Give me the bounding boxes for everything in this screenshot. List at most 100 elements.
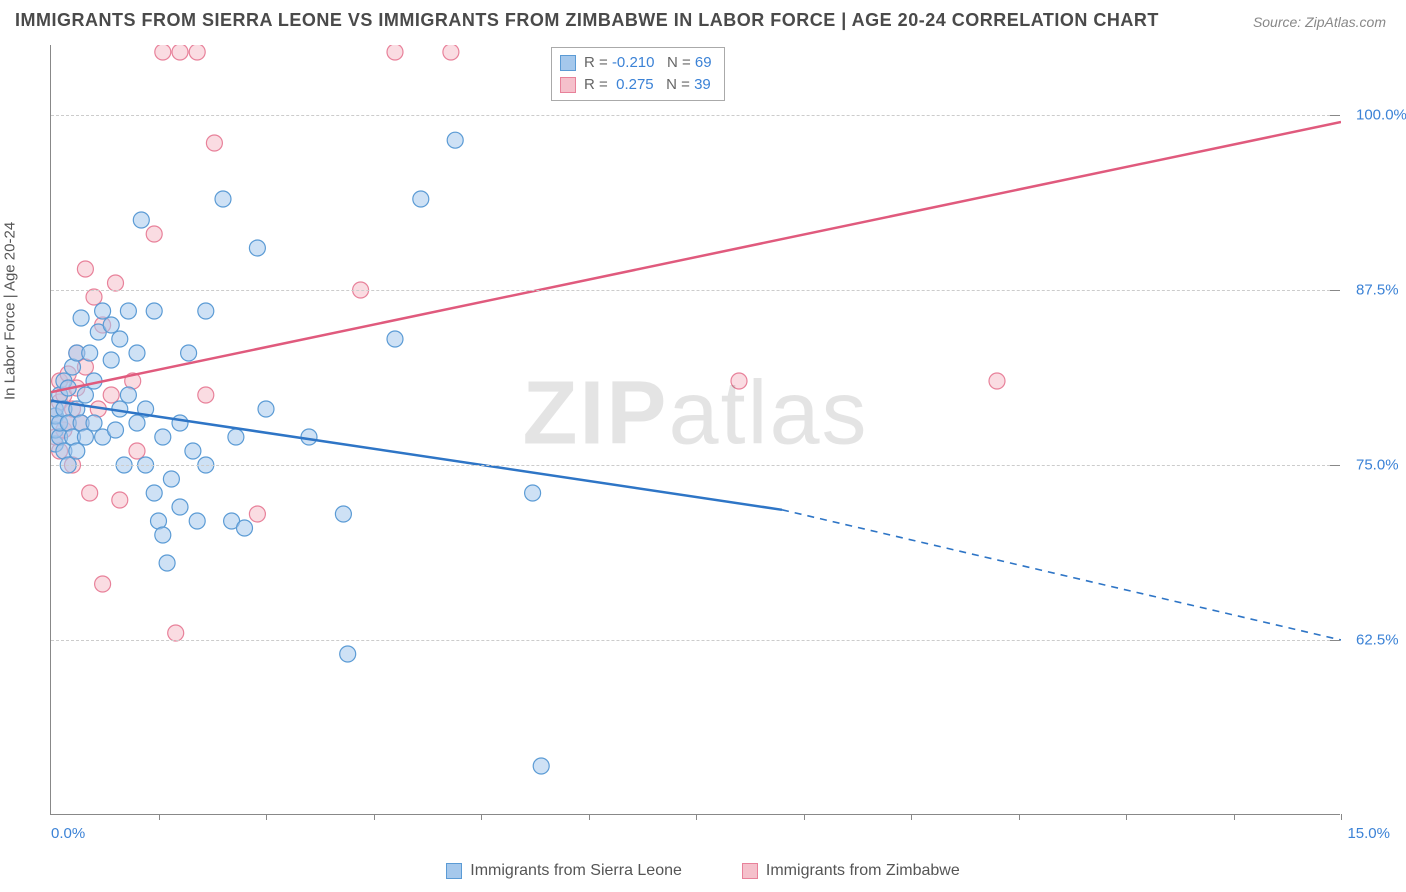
y-axis-label: In Labor Force | Age 20-24 (2, 222, 19, 400)
scatter-point (989, 373, 1005, 389)
scatter-point (95, 576, 111, 592)
scatter-point (77, 261, 93, 277)
legend-label: Immigrants from Zimbabwe (766, 862, 960, 880)
scatter-point (533, 758, 549, 774)
scatter-point (129, 443, 145, 459)
x-tick (1341, 814, 1342, 820)
legend-item: Immigrants from Sierra Leone (446, 862, 682, 880)
x-tick (374, 814, 375, 820)
scatter-point (69, 443, 85, 459)
x-tick (1019, 814, 1020, 820)
legend-row: R = 0.275 N = 39 (560, 74, 712, 96)
x-tick (589, 814, 590, 820)
x-tick (696, 814, 697, 820)
scatter-point (198, 387, 214, 403)
scatter-point (387, 45, 403, 60)
scatter-point (185, 443, 201, 459)
y-tick-label: 75.0% (1356, 457, 1399, 474)
scatter-point (103, 317, 119, 333)
scatter-point (413, 191, 429, 207)
scatter-point (340, 646, 356, 662)
scatter-point (82, 485, 98, 501)
scatter-point (155, 45, 171, 60)
source-attribution: Source: ZipAtlas.com (1253, 14, 1386, 30)
legend-row: R = -0.210 N = 69 (560, 52, 712, 74)
scatter-point (86, 415, 102, 431)
scatter-point (189, 513, 205, 529)
scatter-point (129, 415, 145, 431)
x-tick (1234, 814, 1235, 820)
regression-line-pink (51, 122, 1341, 392)
scatter-point (155, 429, 171, 445)
x-tick-label: 15.0% (1347, 825, 1390, 842)
scatter-point (103, 352, 119, 368)
scatter-point (181, 345, 197, 361)
y-tick-label: 87.5% (1356, 282, 1399, 299)
legend-swatch (446, 863, 462, 879)
scatter-point (82, 345, 98, 361)
scatter-point (301, 429, 317, 445)
chart-title: IMMIGRANTS FROM SIERRA LEONE VS IMMIGRAN… (15, 10, 1159, 31)
scatter-point (228, 429, 244, 445)
scatter-point (146, 226, 162, 242)
scatter-point (120, 387, 136, 403)
scatter-point (120, 303, 136, 319)
scatter-point (108, 275, 124, 291)
scatter-point (335, 506, 351, 522)
scatter-point (172, 499, 188, 515)
scatter-point (731, 373, 747, 389)
scatter-point (146, 303, 162, 319)
scatter-point (95, 303, 111, 319)
x-tick (1126, 814, 1127, 820)
scatter-point (73, 310, 89, 326)
scatter-point (198, 303, 214, 319)
scatter-point (86, 289, 102, 305)
scatter-point (447, 132, 463, 148)
scatter-point (172, 45, 188, 60)
scatter-point (215, 191, 231, 207)
scatter-point (146, 485, 162, 501)
gridline (51, 640, 1340, 641)
scatter-point (155, 527, 171, 543)
gridline (51, 290, 1340, 291)
scatter-point (249, 506, 265, 522)
scatter-point (168, 625, 184, 641)
chart-plot-area: R = -0.210 N = 69R = 0.275 N = 39 ZIPatl… (50, 45, 1340, 815)
y-tick-label: 62.5% (1356, 632, 1399, 649)
legend-swatch (742, 863, 758, 879)
x-tick (266, 814, 267, 820)
scatter-point (163, 471, 179, 487)
legend-swatch (560, 55, 576, 71)
y-tick-label: 100.0% (1356, 107, 1406, 124)
gridline (51, 115, 1340, 116)
scatter-point (525, 485, 541, 501)
scatter-point (112, 492, 128, 508)
x-tick (911, 814, 912, 820)
scatter-point (258, 401, 274, 417)
scatter-point (159, 555, 175, 571)
scatter-point (129, 345, 145, 361)
scatter-point (206, 135, 222, 151)
x-tick (481, 814, 482, 820)
x-tick (159, 814, 160, 820)
scatter-point (387, 331, 403, 347)
legend-swatch (560, 77, 576, 93)
legend-item: Immigrants from Zimbabwe (742, 862, 960, 880)
x-tick-label: 0.0% (51, 825, 85, 842)
series-legend: Immigrants from Sierra Leone Immigrants f… (0, 862, 1406, 884)
scatter-point (77, 387, 93, 403)
scatter-point (77, 429, 93, 445)
scatter-point (108, 422, 124, 438)
scatter-point (133, 212, 149, 228)
scatter-point (443, 45, 459, 60)
legend-label: Immigrants from Sierra Leone (470, 862, 682, 880)
scatter-point (112, 331, 128, 347)
regression-line-blue-ext (782, 510, 1341, 640)
scatter-point (172, 415, 188, 431)
x-tick (804, 814, 805, 820)
correlation-legend: R = -0.210 N = 69R = 0.275 N = 39 (551, 47, 725, 101)
scatter-point (189, 45, 205, 60)
scatter-point (249, 240, 265, 256)
gridline (51, 465, 1340, 466)
scatter-point (103, 387, 119, 403)
